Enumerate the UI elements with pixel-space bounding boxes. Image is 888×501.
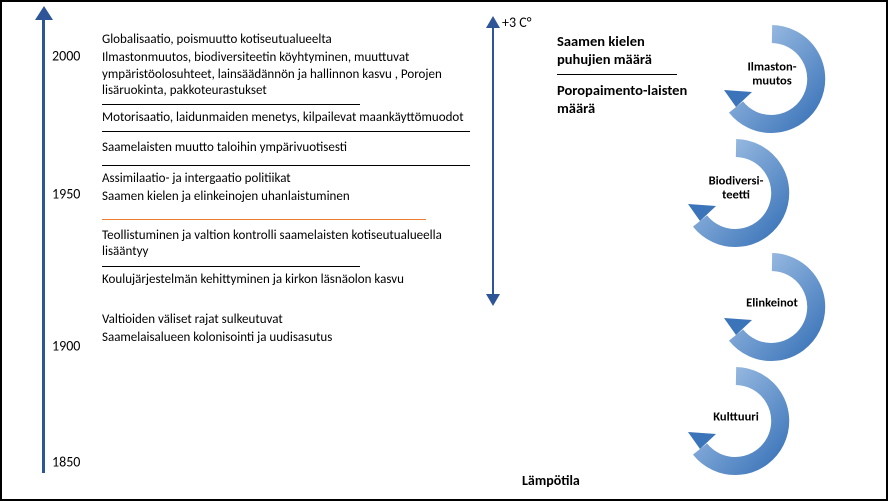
year-1950: 1950 bbox=[52, 186, 80, 203]
diagram-root: 2000 1950 1900 1850 Globalisaatio, poism… bbox=[2, 2, 886, 499]
cycle-circle: Biodiversi-teetti bbox=[656, 136, 816, 246]
temperature-top-label: +3 C° bbox=[502, 14, 531, 31]
divider-icon bbox=[102, 266, 360, 267]
right-headings: Saamen kielen puhujien määrä Poropaiment… bbox=[557, 32, 697, 118]
divider-icon bbox=[102, 104, 360, 105]
cycle-label: Elinkeinot bbox=[746, 297, 798, 311]
timeline-text: Motorisaatio, laidunmaiden menetys, kilp… bbox=[102, 110, 470, 126]
divider-icon bbox=[102, 165, 470, 166]
timeline-axis bbox=[42, 14, 45, 473]
temperature-bottom-label: Lämpötila bbox=[522, 472, 580, 489]
divider-orange-icon bbox=[102, 219, 426, 220]
timeline-text: Globalisaatio, poismuutto kotiseutualuee… bbox=[102, 32, 470, 48]
timeline-text: Ilmastonmuutos, biodiversiteetin köyhtym… bbox=[102, 50, 470, 99]
divider-icon bbox=[102, 131, 470, 132]
arrow-down-icon bbox=[486, 294, 500, 306]
timeline-text: Teollistuminen ja valtion kontrolli saam… bbox=[102, 228, 470, 261]
year-1850: 1850 bbox=[52, 454, 80, 471]
timeline-content: Globalisaatio, poismuutto kotiseutualuee… bbox=[102, 32, 470, 348]
arrow-up-icon bbox=[486, 16, 500, 28]
timeline-text: Assimilaatio- ja intergaatio politiikat bbox=[102, 171, 470, 187]
timeline-arrowhead-icon bbox=[35, 6, 53, 20]
timeline-text: Saamelaisalueen kolonisointi ja uudisasu… bbox=[102, 330, 470, 346]
year-2000: 2000 bbox=[52, 48, 80, 65]
cycle-circle: Ilmaston-muutos bbox=[692, 22, 852, 132]
year-1900: 1900 bbox=[52, 338, 80, 355]
cycle-circle: Elinkeinot bbox=[692, 250, 852, 360]
timeline-text: Valtioiden väliset rajat sulkeutuvat bbox=[102, 312, 470, 328]
cycle-circle: Kulttuuri bbox=[656, 364, 816, 474]
timeline-text: Koulujärjestelmän kehittyminen ja kirkon… bbox=[102, 272, 470, 288]
spacer bbox=[102, 290, 470, 312]
cycle-circles: Ilmaston-muutos Biodiversi-teetti Elinke… bbox=[692, 22, 872, 478]
cycle-label: Biodiversi-teetti bbox=[709, 174, 764, 203]
timeline-text: Saamen kielen ja elinkeinojen uhanlaistu… bbox=[102, 189, 470, 205]
heading-reindeer-herders: Poropaimento-laisten määrä bbox=[557, 81, 697, 117]
heading-sami-speakers: Saamen kielen puhujien määrä bbox=[557, 32, 697, 68]
temperature-axis bbox=[492, 26, 494, 296]
timeline-text: Saamelaisten muutto taloihin ympärivuoti… bbox=[102, 140, 470, 156]
divider-icon bbox=[557, 74, 677, 75]
cycle-label: Ilmaston-muutos bbox=[747, 60, 796, 89]
cycle-label: Kulttuuri bbox=[713, 411, 759, 425]
